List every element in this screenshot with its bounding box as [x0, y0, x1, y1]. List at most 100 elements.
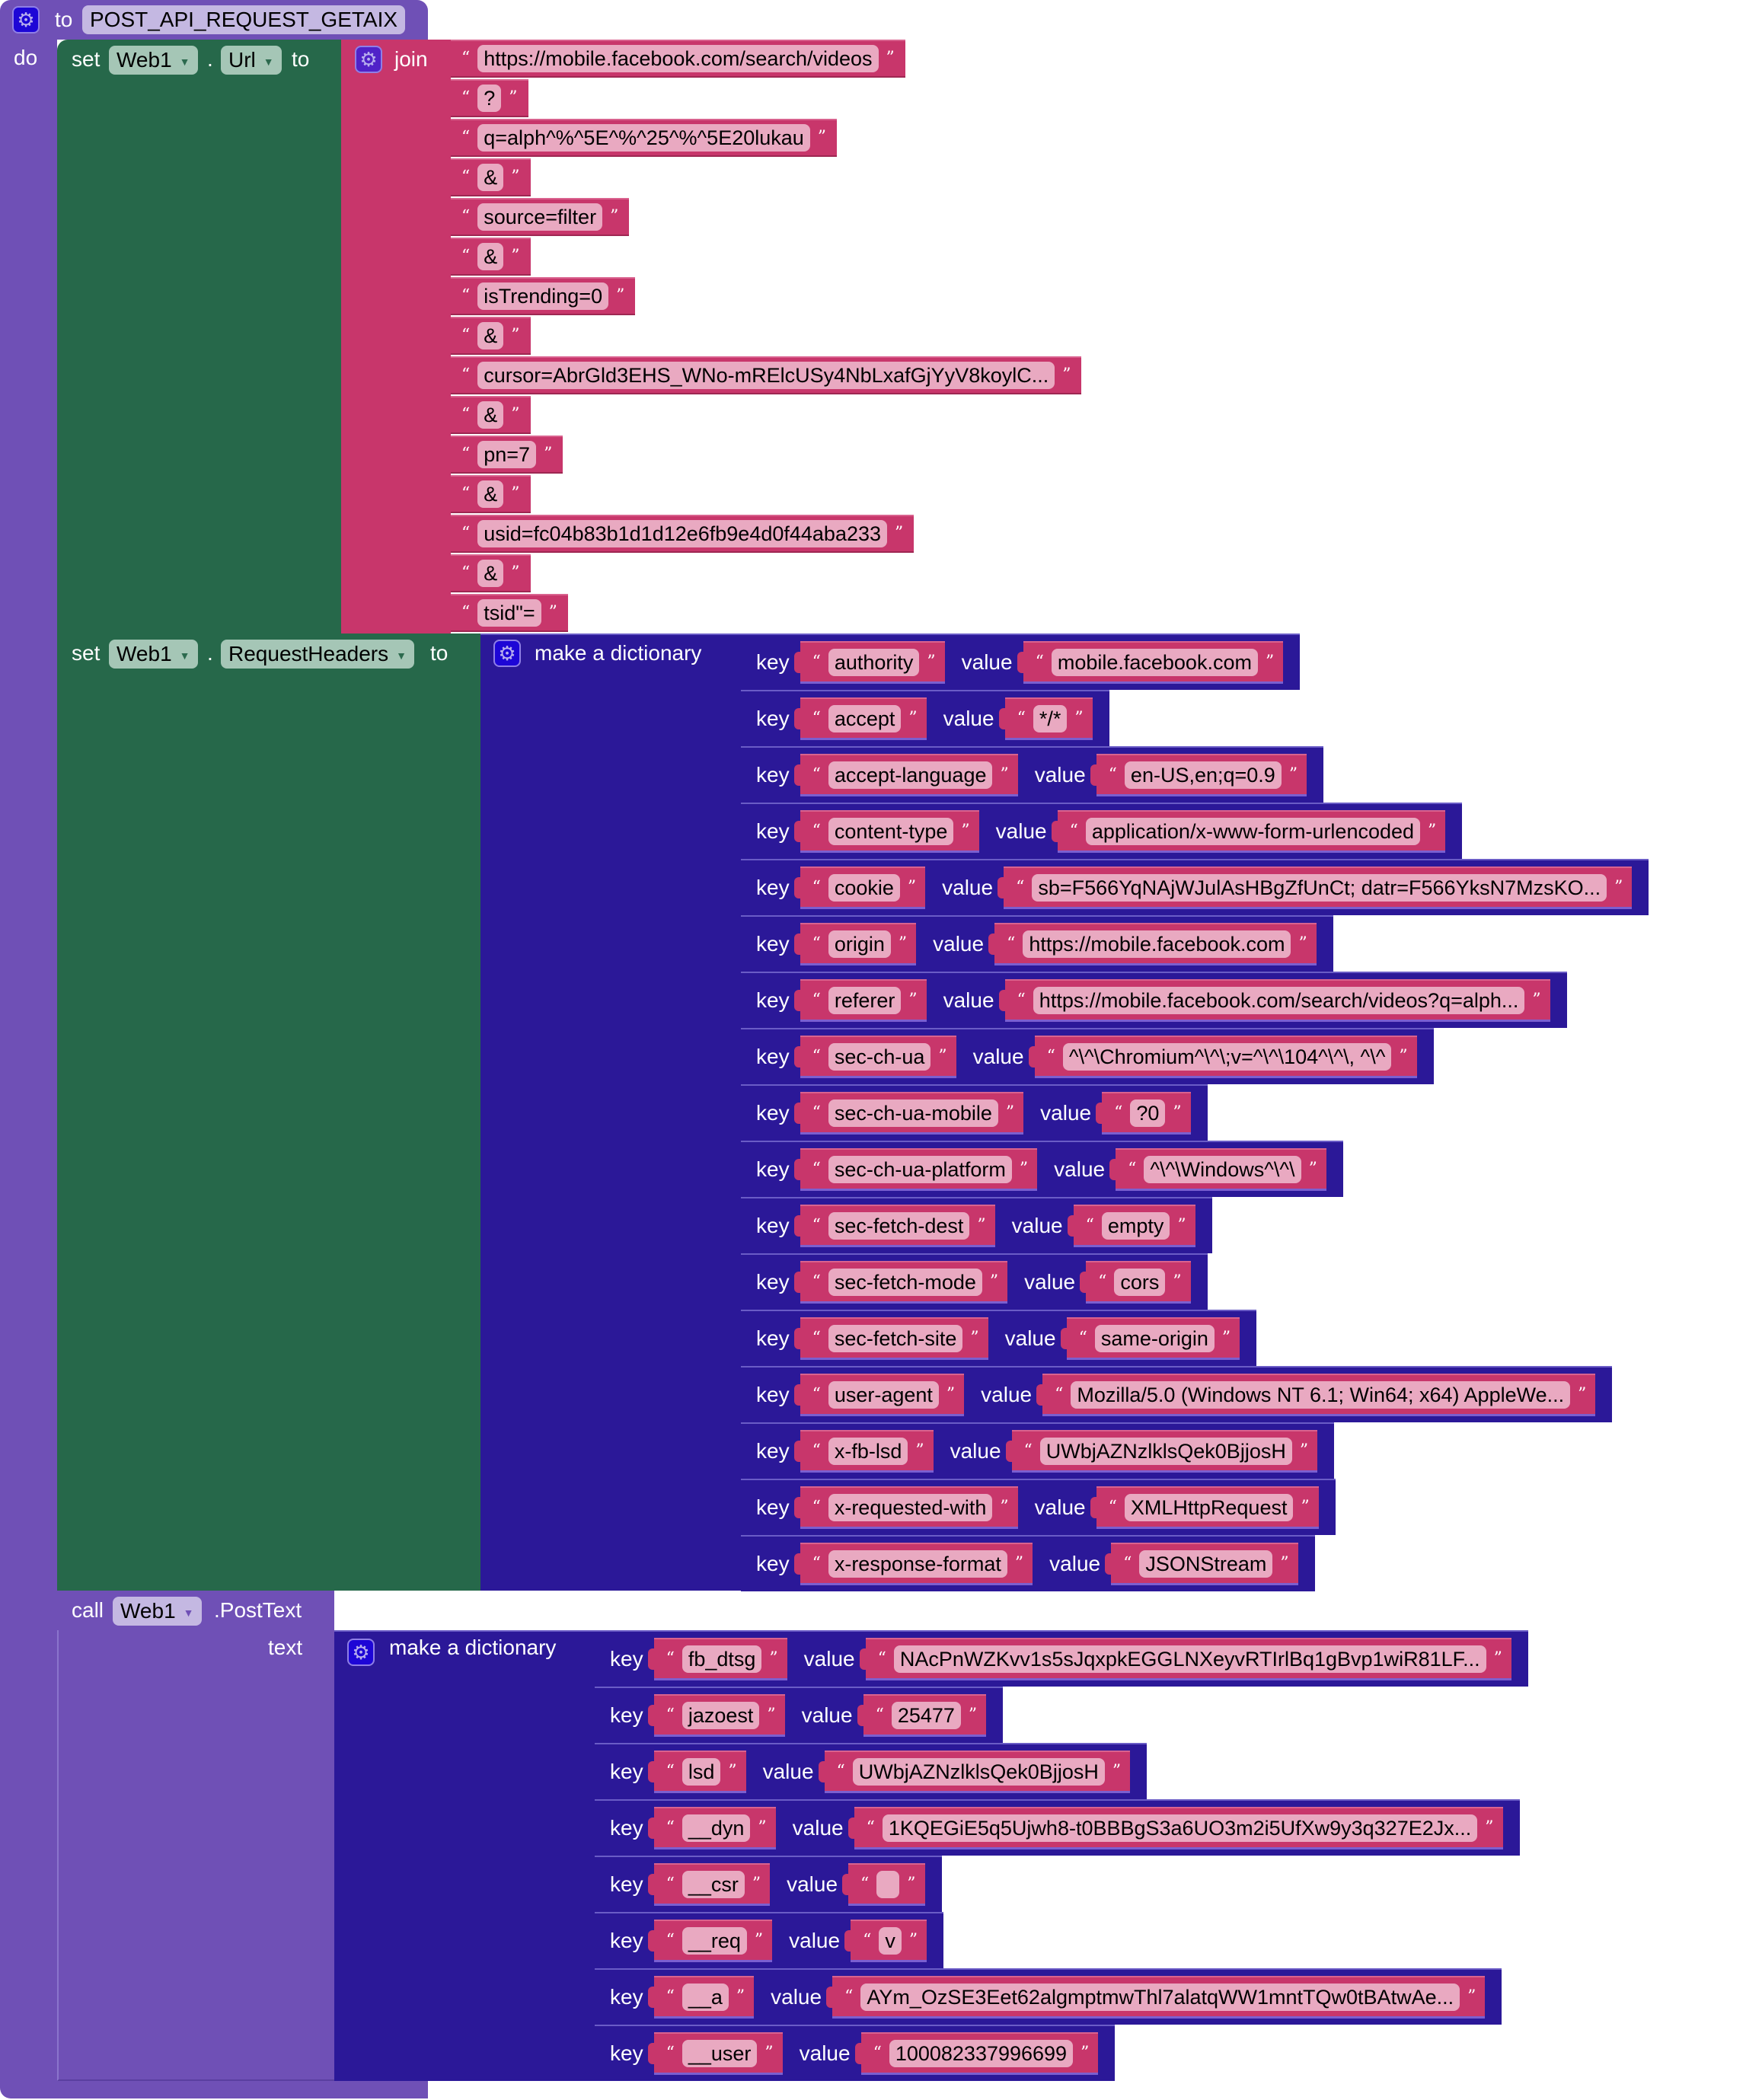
- value-text-field[interactable]: mobile.facebook.com: [1051, 648, 1258, 676]
- key-text-field[interactable]: cookie: [828, 873, 900, 902]
- text-value-field[interactable]: &: [477, 480, 504, 508]
- value-text-field[interactable]: ^\^\Windows^\^\: [1144, 1155, 1301, 1183]
- key-text-block[interactable]: “ sec-fetch-dest ”: [793, 1205, 995, 1247]
- key-text-field[interactable]: x-fb-lsd: [828, 1437, 908, 1465]
- value-text-field[interactable]: https://mobile.facebook.com: [1023, 930, 1291, 958]
- join-block[interactable]: [341, 40, 451, 634]
- value-text-block[interactable]: “ cors ”: [1080, 1261, 1191, 1304]
- value-text-field[interactable]: UWbjAZNzlklsQek0BjjosH: [1039, 1437, 1292, 1465]
- key-text-block[interactable]: “ cookie ”: [793, 866, 926, 909]
- key-text-field[interactable]: sec-ch-ua-platform: [828, 1155, 1012, 1183]
- key-text-field[interactable]: __req: [681, 1926, 747, 1955]
- text-block[interactable]: “ usid=fc04b83b1d1d12e6fb9e4d0f44aba233 ”: [451, 515, 915, 553]
- value-text-field[interactable]: AYm_OzSE3Eet62algmptmwThl7alatqWW1mntTQw…: [860, 1983, 1460, 2011]
- value-text-block[interactable]: “ v ”: [844, 1920, 927, 1962]
- text-block[interactable]: “ q=alph^%^5E^%^25^%^5E20lukau ”: [451, 119, 838, 157]
- key-text-field[interactable]: jazoest: [681, 1701, 760, 1729]
- text-block[interactable]: “ source=filter ”: [451, 198, 630, 236]
- set-url-block[interactable]: [57, 40, 343, 634]
- text-block[interactable]: “ pn=7 ”: [451, 436, 563, 474]
- text-block[interactable]: “? ”: [451, 79, 528, 117]
- value-text-field[interactable]: */*: [1033, 704, 1068, 732]
- text-value-field[interactable]: tsid"=: [477, 599, 541, 627]
- value-text-block[interactable]: “ empty ”: [1067, 1205, 1195, 1247]
- value-text-block[interactable]: “ AYm_OzSE3Eet62algmptmwThl7alatqWW1mntTQ…: [826, 1976, 1486, 2019]
- key-text-field[interactable]: lsd: [681, 1757, 721, 1786]
- key-text-field[interactable]: authority: [828, 648, 920, 676]
- text-block[interactable]: “&”: [451, 475, 531, 513]
- key-text-block[interactable]: “ __dyn ”: [647, 1807, 776, 1849]
- value-text-field[interactable]: same-origin: [1094, 1324, 1215, 1352]
- text-value-field[interactable]: pn=7: [477, 441, 537, 468]
- key-text-field[interactable]: accept-language: [828, 761, 993, 789]
- value-text-field[interactable]: 25477: [891, 1701, 961, 1729]
- value-text-field[interactable]: [876, 1870, 900, 1898]
- value-text-block[interactable]: “ XMLHttpRequest ”: [1090, 1486, 1319, 1529]
- text-value-field[interactable]: &: [477, 164, 504, 191]
- key-text-block[interactable]: “ lsd ”: [647, 1751, 746, 1793]
- gear-icon[interactable]: ⚙: [12, 6, 40, 34]
- text-value-field[interactable]: ?: [477, 85, 502, 112]
- key-text-field[interactable]: accept: [828, 704, 902, 732]
- key-text-field[interactable]: referer: [828, 986, 902, 1014]
- key-text-block[interactable]: “ sec-fetch-mode ”: [793, 1261, 1008, 1304]
- text-block[interactable]: “ https://mobile.facebook.com/search/vide…: [451, 40, 905, 78]
- value-text-field[interactable]: en-US,en;q=0.9: [1124, 761, 1282, 789]
- gear-icon[interactable]: ⚙: [493, 640, 521, 667]
- key-text-block[interactable]: “ jazoest ”: [647, 1694, 785, 1737]
- text-value-field[interactable]: https://mobile.facebook.com/search/video…: [477, 45, 879, 72]
- set-headers-property-dropdown[interactable]: RequestHeaders ▼: [221, 640, 414, 669]
- value-text-field[interactable]: XMLHttpRequest: [1124, 1493, 1294, 1521]
- key-text-block[interactable]: “ sec-ch-ua ”: [793, 1036, 956, 1078]
- value-text-field[interactable]: empty: [1101, 1211, 1170, 1240]
- key-text-field[interactable]: sec-fetch-dest: [828, 1211, 970, 1240]
- key-text-block[interactable]: “ __req ”: [647, 1920, 773, 1962]
- value-text-block[interactable]: “ JSONStream ”: [1105, 1543, 1298, 1585]
- value-text-field[interactable]: JSONStream: [1139, 1549, 1273, 1578]
- value-text-block[interactable]: “ ^\^\Chromium^\^\;v=^\^\104^\^\, ^\^ ”: [1028, 1036, 1417, 1078]
- value-text-block[interactable]: “ https://mobile.facebook.com ”: [988, 923, 1317, 965]
- value-text-block[interactable]: “ NAcPnWZKvv1s5sJqxpkEGGLNXeyvRTIrlBq1gBv…: [859, 1638, 1511, 1680]
- text-block[interactable]: “ tsid"= ”: [451, 594, 568, 632]
- key-text-field[interactable]: sec-ch-ua-mobile: [828, 1099, 998, 1127]
- value-text-field[interactable]: 1KQEGiE5q5Ujwh8-t0BBBgS3a6UO3m2i5UfXw9y3…: [882, 1814, 1478, 1842]
- value-text-field[interactable]: NAcPnWZKvv1s5sJqxpkEGGLNXeyvRTIrlBq1gBvp…: [893, 1645, 1486, 1673]
- text-value-field[interactable]: cursor=AbrGld3EHS_WNo-mRElcUSy4NbLxafGjY…: [477, 362, 1055, 389]
- value-text-block[interactable]: “ 25477 ”: [857, 1694, 987, 1737]
- key-text-field[interactable]: __csr: [681, 1870, 745, 1898]
- post-dictionary-block[interactable]: [334, 1630, 595, 2081]
- gear-icon[interactable]: ⚙: [355, 46, 382, 73]
- key-text-block[interactable]: “ x-fb-lsd ”: [793, 1430, 934, 1473]
- text-value-field[interactable]: q=alph^%^5E^%^25^%^5E20lukau: [477, 124, 810, 152]
- value-text-block[interactable]: “ ^\^\Windows^\^\ ”: [1109, 1148, 1326, 1191]
- key-text-field[interactable]: content-type: [828, 817, 954, 845]
- value-text-block[interactable]: “ */* ”: [998, 697, 1093, 740]
- key-text-field[interactable]: x-requested-with: [828, 1493, 993, 1521]
- value-text-field[interactable]: ^\^\Chromium^\^\;v=^\^\104^\^\, ^\^: [1062, 1042, 1392, 1071]
- key-text-field[interactable]: x-response-format: [828, 1549, 1007, 1578]
- text-block[interactable]: “&”: [451, 396, 531, 434]
- value-text-block[interactable]: “ en-US,en;q=0.9 ”: [1090, 754, 1307, 796]
- text-block[interactable]: “ cursor=AbrGld3EHS_WNo-mRElcUSy4NbLxafGj…: [451, 356, 1082, 394]
- text-value-field[interactable]: &: [477, 401, 504, 429]
- key-text-field[interactable]: sec-fetch-site: [828, 1324, 963, 1352]
- key-text-block[interactable]: “ accept-language ”: [793, 754, 1018, 796]
- text-value-field[interactable]: usid=fc04b83b1d1d12e6fb9e4d0f44aba233: [477, 520, 888, 547]
- value-text-block[interactable]: “ Mozilla/5.0 (Windows NT 6.1; Win64; x64…: [1036, 1374, 1596, 1416]
- procedure-name-field[interactable]: POST_API_REQUEST_GETAIX: [82, 5, 406, 34]
- value-text-field[interactable]: sb=F566YqNAjWJulAsHBgZfUnCt; datr=F566Yk…: [1032, 873, 1607, 902]
- key-text-block[interactable]: “ origin ”: [793, 923, 917, 965]
- key-text-block[interactable]: “ x-requested-with ”: [793, 1486, 1018, 1529]
- value-text-block[interactable]: “ sb=F566YqNAjWJulAsHBgZfUnCt; datr=F566Y…: [998, 866, 1633, 909]
- value-text-block[interactable]: “ UWbjAZNzlklsQek0BjjosH ”: [1005, 1430, 1318, 1473]
- key-text-field[interactable]: sec-ch-ua: [828, 1042, 931, 1071]
- value-text-field[interactable]: v: [879, 1926, 902, 1955]
- value-text-field[interactable]: Mozilla/5.0 (Windows NT 6.1; Win64; x64)…: [1071, 1380, 1571, 1409]
- text-block[interactable]: “&”: [451, 158, 531, 196]
- key-text-field[interactable]: origin: [828, 930, 891, 958]
- key-text-block[interactable]: “ __csr ”: [647, 1863, 771, 1906]
- value-text-block[interactable]: “ 1KQEGiE5q5Ujwh8-t0BBBgS3a6UO3m2i5UfXw9y…: [847, 1807, 1503, 1849]
- set-headers-block[interactable]: [57, 634, 480, 1591]
- value-text-block[interactable]: “”: [842, 1863, 925, 1906]
- text-block[interactable]: “&”: [451, 317, 531, 355]
